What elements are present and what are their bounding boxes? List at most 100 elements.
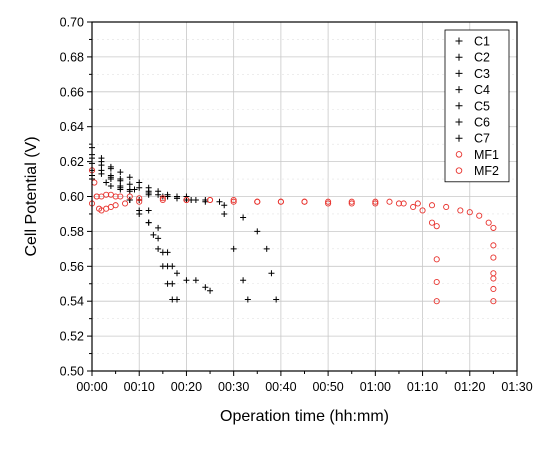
y-tick-label: 0.64 <box>60 120 84 134</box>
data-point-mf2 <box>400 200 407 207</box>
data-point-c6 <box>230 245 237 252</box>
data-point-c4 <box>117 169 124 176</box>
data-point-mf2 <box>485 219 492 226</box>
data-point-mf1 <box>372 200 379 207</box>
x-tick-label: 00:00 <box>76 380 107 394</box>
legend-marker-c7 <box>455 134 463 142</box>
data-point-mf2 <box>490 298 497 305</box>
data-point-c6 <box>244 296 251 303</box>
x-axis-title: Operation time (hh:mm) <box>220 408 389 425</box>
data-point-c7 <box>145 191 152 198</box>
data-point-mf2 <box>254 198 261 205</box>
x-tick-label: 01:30 <box>501 380 532 394</box>
legend-label-c6: C6 <box>474 116 490 130</box>
data-point-mf2 <box>159 196 166 204</box>
legend-box <box>444 29 510 183</box>
data-point-c5 <box>117 177 124 184</box>
data-point-mf1 <box>103 191 110 198</box>
legend: C1 C2 C3 C4 C5 C6 C7 MF1 MF2 <box>444 29 510 183</box>
data-point-c3 <box>169 263 176 270</box>
data-point-c3 <box>164 249 171 256</box>
data-point-mf1 <box>325 200 332 207</box>
data-point-c3 <box>192 277 199 284</box>
legend-label-c7: C7 <box>474 132 490 146</box>
y-axis-ticks: 0.50 0.52 0.54 0.56 0.58 0.60 0.62 0.64 0.66 0.68… <box>60 16 92 379</box>
data-point-c3 <box>145 207 152 214</box>
data-point-mf2 <box>136 198 143 205</box>
data-point-c2 <box>169 280 176 287</box>
legend-marker-c6 <box>455 118 463 126</box>
data-point-mf2 <box>93 193 100 200</box>
data-point-mf2 <box>490 224 497 231</box>
legend-label-c2: C2 <box>474 51 490 65</box>
x-tick-label: 01:20 <box>454 380 485 394</box>
data-point-mf2 <box>386 198 393 205</box>
data-point-mf1 <box>395 200 402 207</box>
data-point-c7 <box>254 228 261 235</box>
data-point-mf2 <box>325 198 332 205</box>
data-point-mf1 <box>428 219 436 226</box>
data-point-mf1 <box>117 193 124 200</box>
data-point-c7 <box>273 296 280 303</box>
data-point-c1 <box>155 245 162 252</box>
data-point-mf1 <box>433 223 440 230</box>
data-point-c3 <box>207 287 214 294</box>
data-point-mf1 <box>419 207 426 214</box>
data-point-mf1 <box>433 256 440 263</box>
data-point-c6 <box>117 183 124 190</box>
data-point-c7 <box>240 214 247 221</box>
x-axis-ticks: 00:00 00:10 00:20 00:30 00:40 00:50 01:00 01:10… <box>76 371 533 394</box>
data-point-mf2 <box>122 200 129 207</box>
legend-marker-c5 <box>455 102 463 110</box>
data-point-c7 <box>126 188 133 195</box>
data-point-mf2 <box>112 202 119 209</box>
data-point-c6 <box>240 277 247 284</box>
legend-marker-c2 <box>455 53 463 61</box>
y-tick-label: 0.62 <box>60 155 84 169</box>
y-tick-label: 0.52 <box>60 330 84 344</box>
data-point-c2 <box>155 235 162 242</box>
data-point-c2 <box>174 296 180 303</box>
data-point-mf1 <box>159 195 166 202</box>
data-point-mf2 <box>372 198 379 205</box>
data-point-mf2 <box>183 196 190 204</box>
data-point-c5 <box>136 184 143 191</box>
data-point-mf2 <box>457 207 464 214</box>
data-point-mf2 <box>414 200 421 207</box>
legend-label-mf1: MF1 <box>474 148 499 162</box>
x-tick-label: 00:30 <box>218 380 249 394</box>
y-tick-label: 0.56 <box>60 260 84 274</box>
legend-marker-c3 <box>455 69 463 77</box>
data-point-mf2 <box>476 212 483 219</box>
data-point-c3 <box>155 224 162 231</box>
y-axis-title: Cell Potential (V) <box>23 136 40 256</box>
data-point-c7 <box>202 198 209 205</box>
legend-marker-c4 <box>455 86 463 94</box>
data-point-c4 <box>107 163 114 170</box>
y-tick-label: 0.50 <box>60 365 84 379</box>
data-point-c2 <box>126 196 133 203</box>
legend-label-c1: C1 <box>474 35 490 49</box>
data-point-c7 <box>183 196 190 203</box>
data-point-c4 <box>136 179 143 186</box>
data-point-mf1 <box>410 203 417 211</box>
legend-label-c5: C5 <box>474 99 490 113</box>
data-point-mf2 <box>230 196 237 204</box>
data-point-c7 <box>263 245 270 252</box>
data-point-c5 <box>126 181 133 188</box>
data-point-c6 <box>174 195 180 202</box>
data-point-c6 <box>131 186 138 193</box>
x-tick-label: 00:10 <box>124 380 155 394</box>
data-point-mf1 <box>433 278 440 286</box>
data-point-c6 <box>221 210 228 217</box>
y-tick-label: 0.66 <box>60 85 84 99</box>
data-point-mf2 <box>490 242 497 249</box>
y-tick-label: 0.54 <box>60 295 84 309</box>
legend-label-c3: C3 <box>474 67 490 81</box>
data-point-mf1 <box>126 193 133 200</box>
legend-label-mf2: MF2 <box>474 164 499 178</box>
data-point-mf2 <box>301 198 308 205</box>
y-tick-label: 0.58 <box>60 225 84 239</box>
data-point-c7 <box>268 270 275 277</box>
